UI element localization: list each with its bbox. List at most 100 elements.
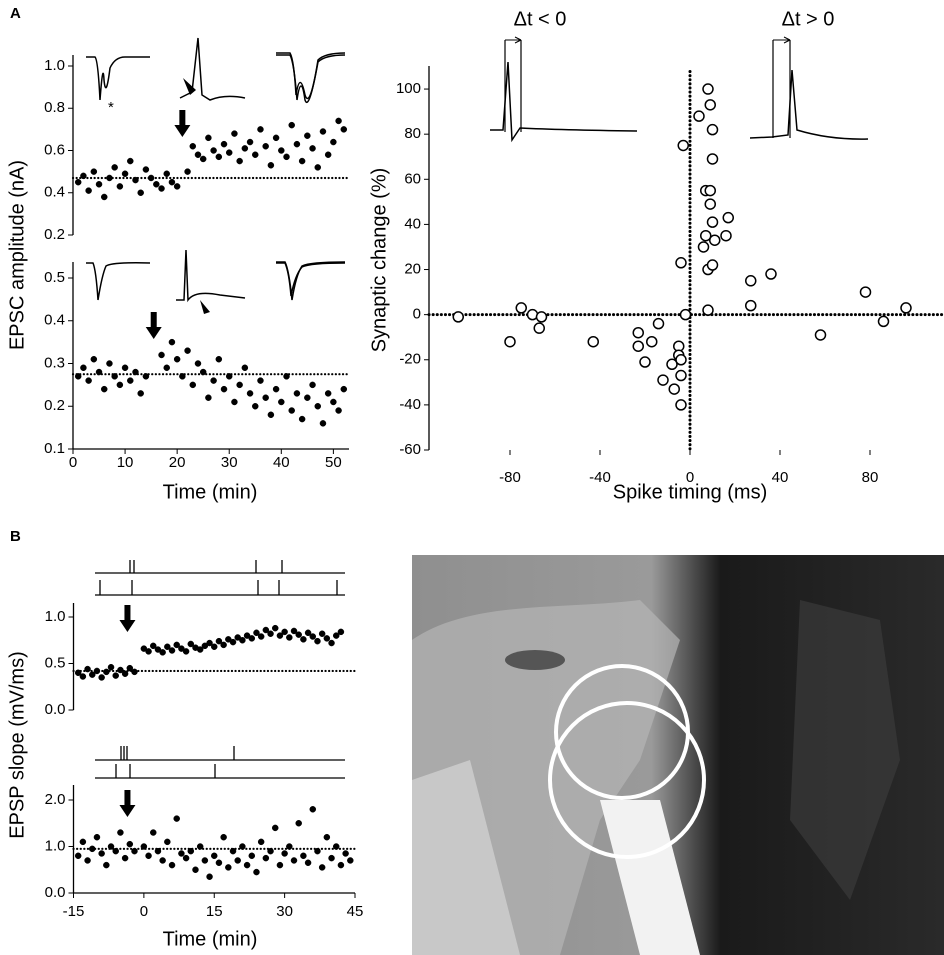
point (90, 168, 98, 175)
point (318, 630, 326, 637)
y-tick-label: 1.0 (45, 837, 66, 854)
x-tick-label: -40 (589, 469, 611, 486)
point (95, 368, 103, 376)
point (140, 843, 148, 850)
point (225, 864, 232, 871)
point (89, 845, 96, 853)
x-tick-label: 40 (772, 469, 789, 486)
x-tick-label: 0 (140, 903, 148, 920)
point (328, 854, 335, 862)
point (319, 128, 327, 135)
point (257, 377, 264, 384)
point (243, 632, 251, 639)
point (179, 373, 186, 380)
x-axis-label: Time (min) (163, 928, 258, 950)
x-tick-label: 0 (69, 454, 77, 471)
point (278, 147, 285, 154)
annotation: Δt > 0 (782, 8, 835, 30)
point (205, 394, 212, 401)
point (98, 674, 105, 681)
panel-label: A (10, 5, 21, 22)
point (192, 866, 199, 873)
point (132, 368, 139, 376)
point (137, 189, 144, 196)
point (187, 640, 195, 648)
point (106, 174, 113, 182)
point (85, 377, 92, 384)
point (98, 850, 105, 857)
point (309, 633, 317, 640)
point (178, 645, 185, 652)
point (173, 183, 181, 190)
point (330, 138, 337, 146)
point (196, 843, 204, 850)
point (657, 374, 669, 386)
point (182, 854, 190, 862)
point (702, 304, 714, 316)
x-tick-label: 0 (686, 469, 694, 486)
point (173, 355, 181, 363)
point (632, 326, 644, 339)
point (90, 355, 98, 363)
y-tick-label: 100 (396, 80, 421, 97)
point (80, 172, 87, 180)
point (121, 854, 129, 862)
point (290, 627, 298, 635)
point (158, 351, 165, 359)
point (675, 369, 687, 382)
point (323, 833, 331, 841)
point (106, 360, 113, 367)
y-tick-label: 60 (404, 170, 421, 187)
point (267, 630, 274, 637)
point (225, 636, 232, 643)
point (535, 311, 548, 323)
y-tick-label: 0.2 (44, 226, 65, 243)
point (330, 398, 337, 406)
point (168, 647, 176, 654)
point (103, 861, 110, 869)
point (215, 153, 223, 161)
x-tick-label: 40 (273, 454, 290, 471)
point (116, 381, 124, 389)
y-axis-label: Synaptic change (%) (368, 168, 390, 353)
point (646, 335, 658, 348)
point (189, 143, 197, 150)
point (126, 840, 134, 848)
point (205, 134, 212, 142)
panel-label: B (10, 528, 21, 545)
point (652, 317, 665, 330)
point (267, 162, 275, 169)
arrow (119, 605, 136, 632)
point (163, 170, 170, 177)
point (318, 864, 326, 871)
point (215, 859, 223, 867)
y-tick-label: 0.8 (44, 99, 65, 116)
point (100, 193, 108, 201)
point (121, 170, 129, 177)
point (700, 229, 712, 242)
point (706, 123, 719, 136)
point (154, 646, 162, 653)
point (100, 385, 108, 393)
point (332, 843, 340, 850)
point (189, 381, 197, 389)
point (194, 360, 202, 367)
insets (86, 36, 869, 314)
y-tick-label: -20 (399, 351, 421, 368)
point (253, 629, 260, 637)
point (145, 648, 152, 655)
point (225, 373, 233, 380)
point (231, 130, 238, 137)
point (298, 415, 306, 423)
point (246, 390, 254, 397)
point (666, 358, 678, 371)
point (704, 198, 716, 210)
point (342, 850, 349, 857)
raster (95, 560, 345, 779)
point (286, 843, 293, 850)
point (140, 645, 148, 652)
point (107, 843, 115, 850)
point (234, 634, 241, 641)
point (900, 302, 912, 314)
